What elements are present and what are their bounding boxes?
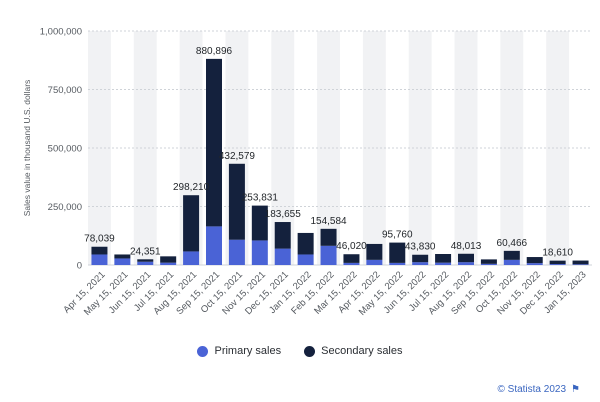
bar-secondary [389, 242, 406, 263]
data-label: 183,655 [265, 209, 302, 220]
legend-label-primary: Primary sales [214, 345, 282, 357]
credit-text: © Statista 2023 [497, 384, 567, 395]
bar-secondary [228, 163, 245, 240]
bar-primary [114, 258, 131, 265]
bar-primary [572, 264, 589, 265]
bar-primary [343, 262, 360, 265]
column-band [88, 31, 111, 265]
legend-label-secondary: Secondary sales [321, 345, 403, 357]
bar-secondary [412, 254, 429, 263]
y-tick-label: 250,000 [48, 202, 82, 213]
bar-primary [183, 251, 200, 265]
bar-secondary [549, 260, 566, 265]
bar-secondary [91, 246, 108, 255]
stacked-bar-chart: 0 250,000 500,000 750,000 1,000,000 Sales va… [22, 27, 592, 318]
bars [91, 58, 589, 265]
gridlines [88, 30, 592, 266]
statista-credit[interactable]: © Statista 2023 ⚑ [498, 384, 581, 395]
bar-secondary [366, 243, 383, 260]
bar-secondary [503, 250, 520, 260]
bar-primary [297, 254, 314, 265]
y-axis-label: Sales value in thousand U.S. dollars [22, 80, 32, 217]
bar-secondary [183, 195, 200, 252]
bar-primary [274, 248, 291, 265]
data-label: 154,584 [310, 216, 347, 227]
bar-primary [412, 262, 429, 265]
bar-secondary [274, 222, 291, 249]
bar-primary [458, 262, 474, 265]
legend: Primary sales Secondary sales [0, 345, 600, 360]
data-label: 24,351 [130, 246, 161, 257]
legend-item-secondary[interactable]: Secondary sales [304, 345, 403, 357]
data-label: 46,020 [336, 241, 367, 252]
data-label: 60,466 [497, 238, 528, 249]
bar-primary [526, 263, 543, 265]
legend-swatch-primary [197, 345, 209, 357]
legend-item-primary[interactable]: Primary sales [197, 345, 281, 357]
bar-primary [137, 261, 154, 265]
bar-primary [320, 245, 337, 265]
bar-primary [251, 240, 268, 265]
bar-primary [160, 262, 177, 265]
data-label: 432,579 [219, 151, 256, 162]
bar-secondary [297, 232, 314, 255]
bar-secondary [458, 253, 474, 263]
bar-secondary [572, 260, 589, 265]
bar-secondary [435, 254, 452, 263]
bar-secondary [526, 257, 543, 264]
y-tick-label: 750,000 [48, 85, 82, 96]
y-tick-label: 0 [77, 261, 82, 272]
y-axis-ticks: 0 250,000 500,000 750,000 1,000,000 [40, 27, 82, 272]
bar-primary [549, 264, 566, 265]
data-labels: 78,039 24,351 298,210 880,896 432,579 253,831… [84, 46, 573, 259]
y-tick-label: 1,000,000 [40, 27, 82, 38]
bar-primary [228, 239, 245, 265]
bar-secondary [251, 205, 268, 241]
bar-secondary [343, 254, 360, 263]
data-label: 18,610 [542, 248, 573, 259]
data-label: 880,896 [196, 46, 233, 57]
bar-secondary [114, 254, 131, 259]
bar-primary [435, 262, 452, 265]
bar-secondary [480, 259, 497, 264]
bar-primary [91, 254, 108, 265]
data-label: 48,013 [451, 241, 482, 252]
data-label: 298,210 [173, 182, 210, 193]
bar-secondary [206, 58, 222, 227]
bar-secondary [320, 228, 337, 246]
bar-primary [389, 262, 406, 265]
column-band [500, 31, 524, 265]
y-tick-label: 500,000 [48, 144, 82, 155]
bar-secondary [137, 259, 154, 262]
bar-primary [206, 226, 222, 265]
data-label: 95,760 [382, 230, 413, 241]
flag-icon: ⚑ [571, 384, 580, 395]
bar-primary [503, 259, 520, 265]
data-label: 253,831 [242, 193, 279, 204]
data-label: 78,039 [84, 234, 115, 245]
bar-primary [366, 259, 383, 265]
bar-secondary [160, 256, 177, 263]
bar-primary [480, 263, 497, 265]
data-label: 43,830 [405, 242, 436, 253]
legend-swatch-secondary [304, 345, 316, 357]
